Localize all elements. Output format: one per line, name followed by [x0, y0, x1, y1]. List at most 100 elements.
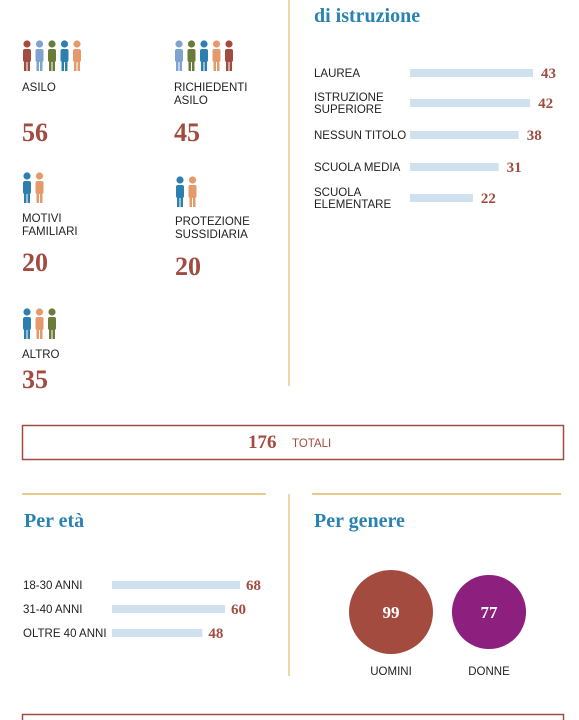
edu-label: SUPERIORE [314, 104, 382, 116]
icon [175, 40, 183, 48]
icon [212, 40, 221, 48]
edu-label: NESSUN TITOLO [314, 130, 406, 142]
icon [179, 61, 182, 71]
icon [23, 308, 31, 316]
icon [225, 49, 233, 62]
icon [61, 61, 64, 71]
edu-label: ISTRUZIONE [314, 92, 384, 104]
icon [193, 197, 196, 207]
icon [74, 61, 77, 71]
total-label: TOTALI [292, 438, 331, 450]
icon [226, 61, 229, 71]
bar [410, 163, 499, 171]
icon [23, 172, 31, 180]
icon [188, 185, 197, 198]
edu-label: ELEMENTARE [314, 199, 391, 211]
icon [60, 40, 69, 48]
bar [410, 194, 473, 202]
bar [112, 581, 240, 589]
icon [24, 329, 27, 339]
icon [35, 49, 44, 62]
icon [225, 40, 233, 48]
icon [35, 181, 44, 194]
icon [49, 329, 52, 339]
icon [35, 172, 44, 180]
bubble-value: 77 [481, 603, 499, 622]
icon [213, 61, 216, 71]
status-label: ASILO [174, 95, 208, 107]
icon [36, 193, 39, 203]
icon [212, 49, 221, 62]
icon [48, 317, 56, 330]
icon [217, 61, 220, 71]
icon [189, 197, 192, 207]
icon [23, 317, 31, 330]
icon [188, 176, 197, 184]
icon [24, 193, 27, 203]
icon [36, 61, 39, 71]
icon [192, 61, 195, 71]
bar-value: 42 [538, 96, 553, 112]
icon [187, 40, 196, 48]
icon [176, 185, 184, 198]
status-label: PROTEZIONE [175, 216, 250, 228]
icon [200, 40, 208, 48]
icon [23, 40, 31, 48]
bubble [451, 574, 527, 650]
age-label: 18-30 ANNI [23, 580, 82, 592]
icon [176, 61, 179, 71]
bar [410, 69, 533, 77]
status-value: 56 [22, 118, 48, 147]
icon [23, 49, 31, 62]
icon [35, 308, 44, 316]
icon [52, 329, 55, 339]
icon [40, 329, 43, 339]
age-label: OLTRE 40 ANNI [23, 628, 107, 640]
icon [65, 61, 68, 71]
status-label: ALTRO [22, 349, 60, 361]
bar-value: 22 [481, 191, 496, 207]
icon [177, 197, 180, 207]
icon [201, 61, 204, 71]
icon [35, 40, 44, 48]
status-label: SUSSIDIARIA [175, 229, 248, 241]
icon [175, 49, 183, 62]
edu-label: SCUOLA MEDIA [314, 162, 401, 174]
icon [180, 197, 183, 207]
icon [36, 329, 39, 339]
section-title: di istruzione [314, 5, 420, 27]
bar-value: 68 [246, 578, 261, 594]
icon [73, 40, 81, 48]
bubble-value: 99 [383, 603, 400, 622]
status-label: MOTIVI [22, 213, 62, 225]
bar [112, 629, 203, 637]
box [21, 713, 565, 720]
icon [204, 61, 207, 71]
icon [229, 61, 232, 71]
section-title: Per genere [314, 510, 405, 532]
icon [187, 49, 196, 62]
bubble [349, 570, 433, 654]
edu-label: LAUREA [314, 68, 360, 80]
bar-value: 31 [507, 160, 522, 176]
icon [52, 61, 55, 71]
icon [27, 61, 30, 71]
status-value: 35 [22, 365, 48, 394]
status-value: 20 [22, 248, 48, 277]
status-label: FAMILIARI [22, 226, 78, 238]
icon [40, 61, 43, 71]
icon [188, 61, 191, 71]
icon [200, 49, 208, 62]
icon [176, 176, 184, 184]
icon [40, 193, 43, 203]
icon [23, 181, 31, 194]
gender-label: DONNE [468, 666, 510, 678]
total-value: 176 [248, 432, 277, 453]
icon [77, 61, 80, 71]
icon [60, 49, 69, 62]
section-title: Per età [24, 510, 84, 532]
icon [48, 308, 56, 316]
age-label: 31-40 ANNI [23, 604, 82, 616]
status-value: 20 [175, 252, 201, 281]
